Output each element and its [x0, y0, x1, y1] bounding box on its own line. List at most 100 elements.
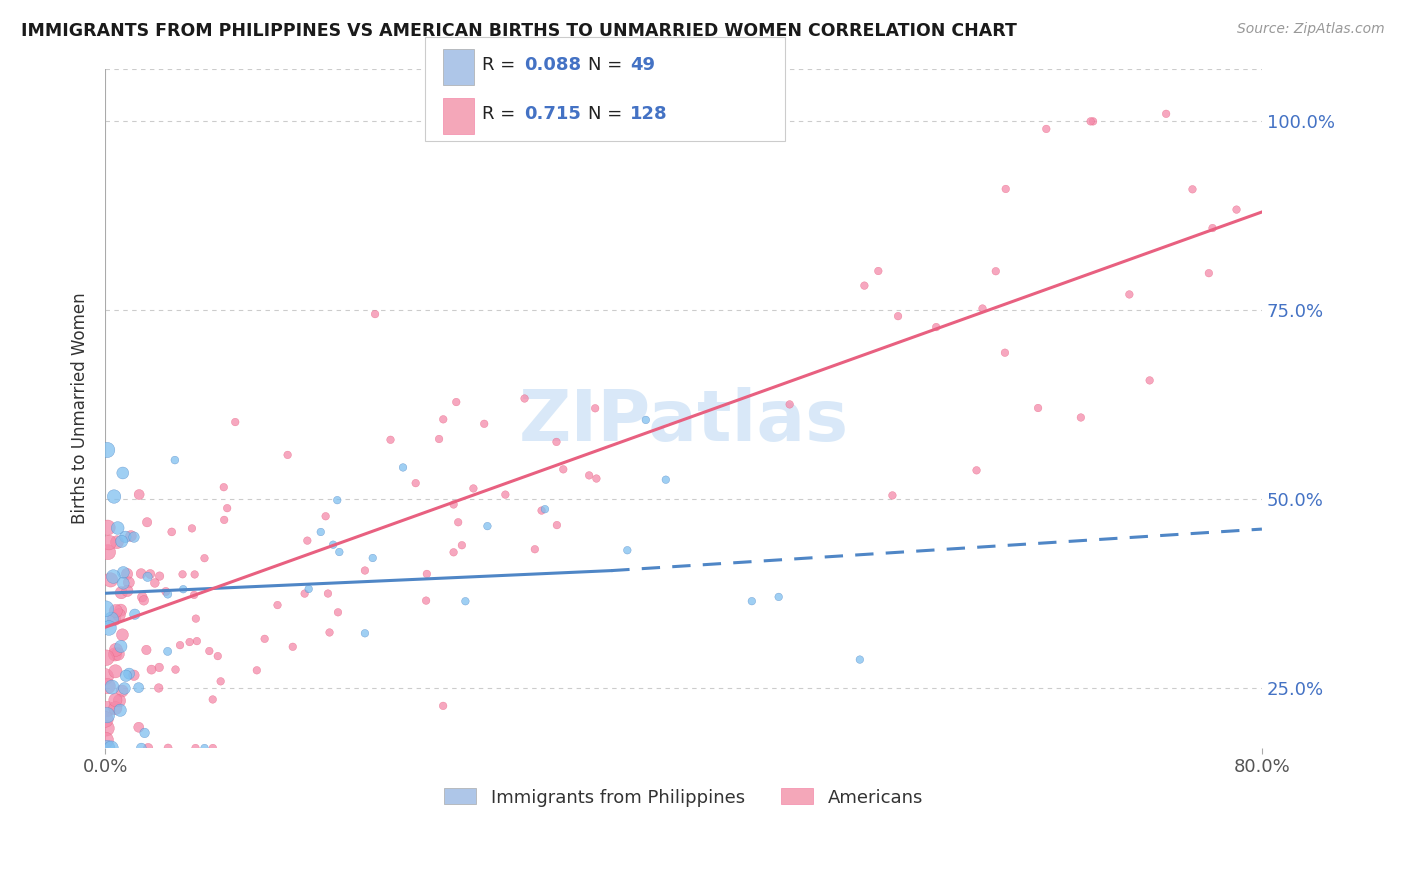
Point [97, 679, 120, 693]
Point [585, 471, 607, 485]
Point [530, 503, 553, 517]
Point [994, 345, 1017, 359]
Point [122, 530, 145, 544]
Point [128, 681, 150, 695]
Point [364, 307, 387, 321]
Point [94, 712, 117, 726]
Point [105, 535, 128, 549]
Point [477, 519, 499, 533]
Point [354, 564, 377, 578]
Point [212, 513, 235, 527]
Point [193, 551, 215, 566]
Point [104, 604, 127, 618]
Point [104, 648, 127, 662]
Point [111, 684, 134, 698]
Text: Source: ZipAtlas.com: Source: ZipAtlas.com [1237, 22, 1385, 37]
Point [96, 702, 118, 716]
Point [160, 524, 183, 539]
Point [294, 586, 316, 600]
Point [298, 582, 321, 596]
Point [546, 434, 568, 449]
Point [616, 543, 638, 558]
Point [148, 681, 170, 695]
Point [994, 182, 1017, 196]
Point [163, 453, 186, 467]
Point [193, 741, 215, 756]
Point [201, 692, 224, 706]
Point [380, 433, 402, 447]
Y-axis label: Births to Unmarried Women: Births to Unmarried Women [72, 293, 89, 524]
Point [135, 643, 157, 657]
Point [1070, 410, 1092, 425]
Point [1154, 107, 1177, 121]
Point [184, 741, 207, 756]
Point [297, 533, 319, 548]
Point [316, 586, 339, 600]
Point [315, 509, 337, 524]
Point [655, 473, 678, 487]
Point [100, 573, 122, 587]
Point [432, 412, 454, 426]
Point [1081, 114, 1104, 128]
Point [110, 586, 132, 600]
Point [451, 538, 474, 552]
Point [94, 601, 117, 615]
Point [446, 395, 468, 409]
Point [887, 309, 910, 323]
Point [281, 640, 304, 654]
Point [110, 640, 132, 654]
Text: N =: N = [588, 55, 627, 74]
Text: ZIPatlas: ZIPatlas [519, 387, 849, 457]
Point [111, 628, 134, 642]
Point [183, 567, 205, 582]
Point [157, 741, 180, 756]
Point [110, 603, 132, 617]
Point [266, 598, 288, 612]
Point [1198, 266, 1220, 280]
Point [118, 666, 141, 681]
Point [97, 520, 120, 534]
Point [107, 521, 129, 535]
Point [129, 566, 152, 581]
Point [156, 644, 179, 658]
Point [309, 524, 332, 539]
Point [120, 529, 142, 543]
Point [136, 741, 159, 756]
Point [326, 493, 349, 508]
Point [183, 588, 205, 602]
Point [534, 502, 557, 516]
Point [117, 583, 139, 598]
Point [148, 660, 170, 674]
Point [108, 607, 131, 622]
Point [136, 515, 159, 529]
Point [224, 415, 246, 429]
Point [96, 708, 118, 723]
Text: N =: N = [588, 104, 627, 123]
Point [96, 442, 118, 457]
Point [131, 741, 153, 756]
Point [972, 301, 994, 316]
Text: IMMIGRANTS FROM PHILIPPINES VS AMERICAN BIRTHS TO UNMARRIED WOMEN CORRELATION CH: IMMIGRANTS FROM PHILIPPINES VS AMERICAN … [21, 22, 1017, 40]
Point [97, 545, 120, 559]
Point [100, 741, 122, 756]
Point [546, 518, 568, 533]
Point [779, 397, 801, 411]
Point [103, 490, 125, 504]
Point [96, 721, 118, 735]
Point [318, 625, 340, 640]
Point [124, 607, 146, 622]
Legend: Immigrants from Philippines, Americans: Immigrants from Philippines, Americans [437, 781, 931, 814]
Point [112, 576, 135, 591]
Text: 0.088: 0.088 [524, 55, 582, 74]
Point [114, 530, 136, 544]
Point [103, 569, 125, 583]
Point [472, 417, 495, 431]
Point [104, 643, 127, 657]
Text: 0.715: 0.715 [524, 104, 581, 123]
Point [212, 480, 235, 494]
Point [209, 674, 232, 689]
Point [115, 669, 138, 683]
Point [354, 626, 377, 640]
Point [98, 535, 121, 549]
Point [132, 593, 155, 607]
